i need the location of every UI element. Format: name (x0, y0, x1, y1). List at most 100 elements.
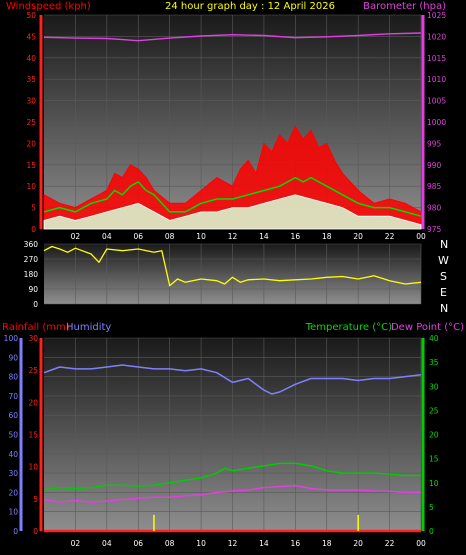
wind-panel-axes: 0510152025303540455097598098599099510001… (26, 11, 446, 241)
temp-x-tick-label: 10 (196, 539, 206, 548)
barometer-y-tick-label: 1015 (427, 54, 446, 63)
temperature-y-tick-label: 25 (429, 406, 439, 415)
humidity-y-tick-label: 40 (8, 450, 18, 459)
dewpoint-axis-title: Dew Point (°C) (391, 322, 464, 333)
temp-x-tick-label: 14 (259, 539, 269, 548)
wind-y-tick-label: 40 (26, 54, 36, 63)
direction-y-tick-label: 270 (24, 255, 39, 264)
temp-x-tick-label: 22 (385, 539, 395, 548)
compass-letter-s: S (440, 270, 447, 283)
wind-y-tick-label: 45 (26, 32, 36, 41)
temperature-y-tick-label: 5 (429, 503, 434, 512)
barometer-y-tick-label: 1000 (427, 118, 446, 127)
dewpoint-line (43, 484, 421, 503)
wind-panel-series (43, 32, 422, 230)
humidity-y-tick-label: 30 (8, 469, 18, 478)
wind-x-tick-label: 16 (291, 232, 301, 241)
humidity-y-tick-label: 50 (8, 431, 18, 440)
wind-y-tick-label: 25 (26, 118, 36, 127)
temp-x-tick-label: 18 (322, 539, 332, 548)
direction-line (43, 245, 422, 287)
wind-y-tick-label: 50 (26, 11, 36, 20)
temperature-axis-title: Temperature (°C) (305, 322, 392, 333)
barometer-y-tick-label: 1020 (427, 32, 446, 41)
wind-y-tick-label: 5 (31, 204, 36, 213)
direction-y-tick-label: 180 (24, 270, 39, 279)
wind-y-tick-label: 35 (26, 75, 36, 84)
rainfall-y-tick-label: 15 (28, 431, 38, 440)
wind-x-tick-label: 14 (259, 232, 269, 241)
temp-x-tick-label: 20 (353, 539, 363, 548)
wind-y-tick-label: 10 (26, 182, 36, 191)
temp-x-tick-label: 06 (133, 539, 143, 548)
compass-letter-e: E (440, 286, 447, 299)
temp-panel-axes: 0102030405060708090100051015202530051015… (4, 334, 439, 548)
direction-panel-grid (44, 243, 422, 305)
wind-y-tick-label: 30 (26, 97, 36, 106)
wind-x-tick-label: 18 (322, 232, 332, 241)
humidity-y-tick-label: 60 (8, 411, 18, 420)
barometer-y-tick-label: 1005 (427, 97, 446, 106)
wind-y-tick-label: 0 (31, 225, 36, 234)
barometer-y-tick-label: 1025 (427, 11, 446, 20)
temp-x-tick-label: 00 (416, 539, 426, 548)
rainfall-y-tick-label: 30 (28, 334, 38, 343)
rainfall-axis-title: Rainfall (mm) (2, 322, 70, 333)
temperature-line (43, 462, 421, 491)
temperature-y-tick-label: 40 (429, 334, 439, 343)
rainfall-y-tick-label: 10 (28, 463, 38, 472)
barometer-axis-title: Barometer (hpa) (363, 1, 446, 12)
compass-letter-w: W (438, 254, 449, 267)
temp-x-tick-label: 08 (165, 539, 175, 548)
wind-x-tick-label: 20 (353, 232, 363, 241)
barometer-y-tick-label: 995 (427, 139, 442, 148)
temperature-y-tick-label: 15 (429, 455, 439, 464)
temp-x-tick-label: 02 (71, 539, 81, 548)
windspeed-axis-title: Windspeed (kph) (6, 1, 91, 12)
direction-panel-axes: 0 90 180 270 360 (24, 240, 39, 309)
compass-letter-n-top: N (440, 238, 448, 251)
temp-panel-series (43, 364, 422, 533)
wind-x-tick-label: 04 (102, 232, 112, 241)
barometer-line (43, 32, 422, 42)
humidity-y-tick-label: 100 (4, 334, 19, 343)
compass-letter-n-bottom: N (440, 302, 448, 315)
rainfall-y-tick-label: 5 (33, 495, 38, 504)
rainfall-y-tick-label: 0 (33, 527, 38, 536)
wind-x-tick-label: 22 (385, 232, 395, 241)
humidity-y-tick-label: 80 (8, 373, 18, 382)
average-wind-area (43, 194, 422, 230)
barometer-y-tick-label: 990 (427, 161, 442, 170)
rainfall-y-tick-label: 20 (28, 398, 38, 407)
humidity-y-tick-label: 20 (8, 488, 18, 497)
wind-x-tick-label: 00 (416, 232, 426, 241)
humidity-y-tick-label: 0 (13, 527, 18, 536)
direction-y-tick-label: 0 (33, 300, 38, 309)
wind-x-tick-label: 08 (165, 232, 175, 241)
chart-title: 24 hour graph day : 12 April 2026 (165, 1, 335, 12)
temperature-y-tick-label: 35 (429, 358, 439, 367)
humidity-axis-title: Humidity (66, 322, 111, 333)
temperature-y-tick-label: 10 (429, 479, 439, 488)
trend-line (43, 176, 422, 217)
humidity-y-tick-label: 70 (8, 392, 18, 401)
temperature-y-tick-label: 0 (429, 527, 434, 536)
temperature-y-tick-label: 30 (429, 382, 439, 391)
barometer-y-tick-label: 985 (427, 182, 442, 191)
barometer-y-tick-label: 1010 (427, 75, 446, 84)
wind-y-tick-label: 15 (26, 161, 36, 170)
temperature-y-tick-label: 20 (429, 431, 439, 440)
wind-x-tick-label: 02 (71, 232, 81, 241)
wind-y-tick-label: 20 (26, 139, 36, 148)
rainfall-y-tick-label: 25 (28, 366, 38, 375)
temp-x-tick-label: 04 (102, 539, 112, 548)
humidity-line (43, 364, 422, 395)
barometer-y-tick-label: 975 (427, 225, 442, 234)
humidity-y-tick-label: 10 (8, 508, 18, 517)
direction-panel-series (43, 245, 422, 287)
wind-x-tick-label: 12 (228, 232, 238, 241)
temp-x-tick-label: 12 (228, 539, 238, 548)
direction-y-tick-label: 360 (24, 240, 39, 249)
